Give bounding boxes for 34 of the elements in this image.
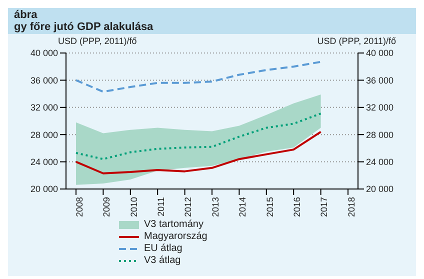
y-axis-title: USD (PPP, 2011)/fő: [58, 36, 137, 47]
x-tick-label: 2017: [319, 197, 330, 218]
y2-tick-label: 40 000: [366, 48, 394, 58]
x-tick-label: 2014: [238, 197, 248, 218]
legend-label: EU átlag: [144, 243, 182, 255]
y2-tick-label: 36 000: [366, 75, 394, 86]
y-tick-label: 20 000: [30, 184, 58, 194]
x-tick-label: 2010: [128, 197, 139, 218]
y-tick-label: 24 000: [30, 156, 58, 167]
legend-label: V3 átlag: [144, 255, 181, 267]
y2-tick-label: 20 000: [366, 184, 394, 194]
line-series: [75, 112, 322, 160]
legend-label: Magyarország: [144, 231, 208, 243]
x-tick-label: 2015: [264, 197, 275, 218]
x-tick-label: 2011: [156, 197, 166, 216]
x-tick-label: 2012: [183, 197, 194, 218]
line-series: [75, 130, 322, 174]
y-tick-label: 36 000: [30, 75, 58, 86]
text: ábra: [14, 9, 38, 21]
y2-tick-label: 28 000: [366, 130, 394, 140]
y2-tick-label: 24 000: [366, 156, 394, 167]
x-tick-label: 2013: [210, 197, 220, 218]
x-tick-label: 2009: [102, 197, 112, 218]
line-series: [75, 60, 322, 93]
y-tick-label: 32 000: [30, 102, 58, 113]
y-tick-label: 28 000: [30, 130, 58, 140]
y2-tick-label: 32 000: [366, 102, 394, 113]
chart-title: gy főre jutó GDP alakulása: [14, 21, 154, 33]
y2-axis-title: USD (PPP, 2011)/fő: [317, 36, 396, 47]
x-tick-label: 2016: [292, 197, 302, 218]
y-tick-label: 40 000: [30, 48, 58, 58]
text: V3 tartomány: [144, 219, 204, 231]
x-tick-label: 2008: [74, 197, 84, 218]
x-tick-label: 2018: [346, 197, 356, 218]
